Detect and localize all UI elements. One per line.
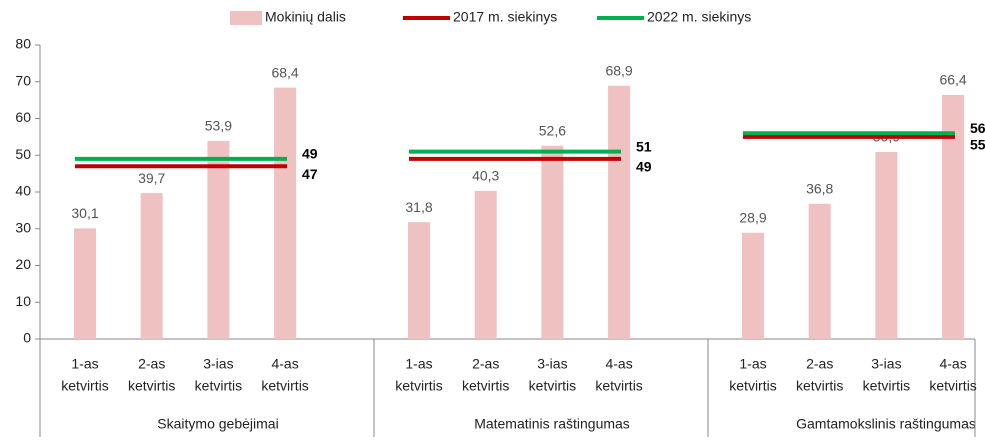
x-tick-label: ketvirtis (61, 378, 108, 394)
bar (942, 94, 965, 339)
bar (541, 145, 564, 339)
bar (474, 190, 497, 339)
target-label: 49 (636, 159, 652, 175)
bar (808, 203, 831, 339)
x-tick-label: 1-as (405, 356, 432, 372)
x-tick-label: 3-ias (537, 356, 567, 372)
x-tick-label: ketvirtis (729, 378, 776, 394)
value-label: 40,3 (472, 168, 499, 184)
target-label: 49 (302, 146, 318, 162)
x-tick-label: 1-as (739, 356, 766, 372)
y-tick-label: 80 (15, 36, 31, 52)
bar (875, 151, 898, 339)
bar (74, 228, 96, 339)
value-label: 52,6 (539, 122, 566, 138)
value-label: 68,4 (271, 64, 298, 80)
x-tick-label: 2-as (138, 356, 165, 372)
x-tick-label: ketvirtis (195, 378, 242, 394)
y-tick-label: 20 (15, 256, 31, 272)
target-label: 47 (302, 166, 318, 182)
value-label: 66,4 (939, 72, 966, 88)
target-label: 55 (970, 137, 985, 153)
bar (274, 87, 297, 339)
bar (140, 193, 163, 339)
y-tick-label: 40 (15, 183, 31, 199)
bar (742, 232, 764, 339)
y-tick-label: 50 (15, 146, 31, 162)
group-label: Skaitymo gebėjimai (157, 416, 278, 432)
x-tick-label: ketvirtis (929, 378, 976, 394)
legend-label: 2022 m. siekinys (647, 9, 751, 25)
x-tick-label: ketvirtis (128, 378, 175, 394)
x-tick-label: ketvirtis (863, 378, 910, 394)
legend-swatch (230, 11, 262, 25)
x-tick-label: 4-as (605, 356, 632, 372)
value-label: 28,9 (739, 209, 766, 225)
legend-label: 2017 m. siekinys (453, 9, 557, 25)
y-tick-label: 30 (15, 219, 31, 235)
target-label: 51 (636, 138, 652, 154)
x-tick-label: ketvirtis (796, 378, 843, 394)
bar (608, 85, 631, 339)
x-tick-label: 2-as (806, 356, 833, 372)
x-tick-label: ketvirtis (395, 378, 442, 394)
x-tick-label: ketvirtis (595, 378, 642, 394)
y-tick-label: 10 (15, 293, 31, 309)
value-label: 39,7 (138, 170, 165, 186)
bar (207, 140, 230, 339)
value-label: 36,8 (806, 180, 833, 196)
legend-label: Mokinių dalis (265, 9, 346, 25)
x-tick-label: ketvirtis (529, 378, 576, 394)
x-tick-label: ketvirtis (261, 378, 308, 394)
x-tick-label: ketvirtis (462, 378, 509, 394)
x-tick-label: 1-as (71, 356, 98, 372)
x-tick-label: 2-as (472, 356, 499, 372)
group-label: Gamtamokslinis raštingumas (796, 416, 976, 432)
x-tick-label: 3-ias (871, 356, 901, 372)
y-tick-label: 60 (15, 109, 31, 125)
target-label: 56 (970, 120, 985, 136)
value-label: 68,9 (605, 62, 632, 78)
group-label: Matematinis raštingumas (474, 416, 630, 432)
bar (408, 222, 430, 339)
y-tick-label: 0 (23, 330, 31, 346)
x-tick-label: 4-as (939, 356, 966, 372)
x-tick-label: 3-ias (203, 356, 233, 372)
y-tick-label: 70 (15, 72, 31, 88)
x-tick-label: 4-as (271, 356, 298, 372)
value-label: 53,9 (205, 118, 232, 134)
value-label: 31,8 (405, 199, 432, 215)
value-label: 30,1 (71, 205, 98, 221)
